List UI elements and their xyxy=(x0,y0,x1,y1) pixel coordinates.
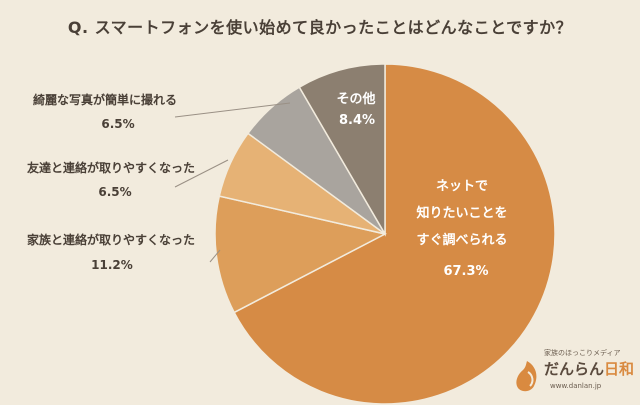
brand-tagline: 家族のほっこりメディア xyxy=(544,349,621,357)
label-family: 家族と連絡が取りやすくなった xyxy=(27,232,195,247)
leader-lines xyxy=(174,102,291,263)
slice-family xyxy=(214,195,388,314)
slice-net-search xyxy=(233,63,556,405)
brand-logo: 家族のほっこりメディア だんらん日和 www.danlan.jp xyxy=(514,348,634,400)
label-friends: 友達と連絡が取りやすくなった xyxy=(26,160,195,175)
value-photos: 6.5% xyxy=(101,117,134,131)
label-net-line-2: 知りたいことを xyxy=(416,205,507,221)
pie-slices xyxy=(214,63,556,405)
value-family: 11.2% xyxy=(91,258,133,272)
brand-name-main: だんらん xyxy=(544,360,605,378)
brand-name-accent: 日和 xyxy=(604,360,635,378)
brand-name: だんらん日和 xyxy=(544,358,634,379)
leader-family xyxy=(209,249,221,263)
logo-mark-icon xyxy=(516,361,537,392)
chart-title: Q. スマートフォンを使い始めて良かったことはどんなことですか？ xyxy=(67,18,573,37)
leader-friends xyxy=(174,159,229,188)
leader-photos xyxy=(174,102,291,118)
slice-other xyxy=(298,63,386,237)
value-other: 8.4% xyxy=(339,113,375,128)
label-net-line-1: ネットで xyxy=(436,179,488,194)
value-net: 67.3% xyxy=(443,264,488,279)
label-other: その他 xyxy=(336,91,375,107)
brand-url: www.danlan.jp xyxy=(550,382,602,390)
value-friends: 6.5% xyxy=(98,185,131,199)
label-photos: 綺麗な写真が簡単に撮れる xyxy=(33,92,177,107)
label-net-line-3: すぐ調べられる xyxy=(416,232,507,248)
